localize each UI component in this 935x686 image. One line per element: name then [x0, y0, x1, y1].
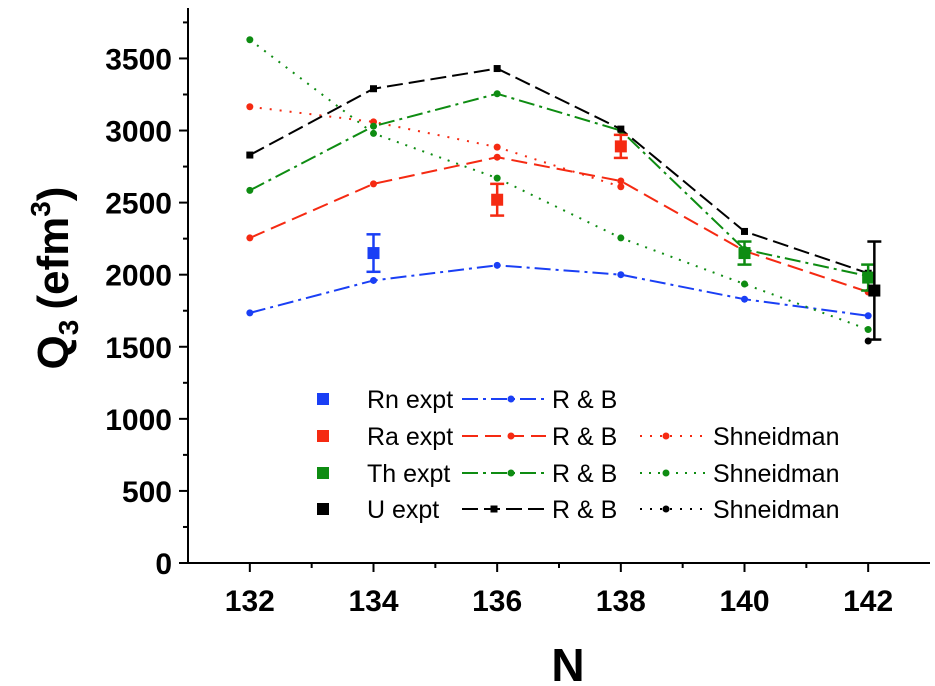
series-line	[249, 67, 869, 275]
y-tick-label: 0	[155, 548, 172, 581]
expt-point	[868, 284, 881, 297]
legend-rb-marker	[507, 432, 515, 440]
legend-rb-label: R & B	[552, 423, 617, 451]
expt-point	[491, 193, 504, 206]
legend-sh-marker	[662, 469, 670, 477]
x-tick-label: 136	[472, 585, 522, 618]
legend-rb-marker	[507, 395, 515, 403]
legend-expt-marker	[317, 393, 329, 405]
data-point	[246, 309, 254, 317]
legend-expt-label: Ra expt	[367, 423, 453, 451]
data-point	[741, 280, 748, 288]
x-tick-label: 134	[348, 585, 398, 618]
legend-sh-marker	[662, 432, 670, 440]
legend: Rn expt R & B Ra expt R & B Shneidman Th expt…	[317, 386, 839, 524]
y-tick-label: 3500	[105, 43, 172, 76]
legend-expt-label: U expt	[367, 496, 439, 524]
legend-sh-label: Shneidman	[713, 496, 839, 524]
expt-point	[367, 247, 380, 260]
svg-text:Q3(efm3): Q3(efm3)	[25, 187, 84, 370]
legend-expt-marker	[317, 503, 329, 515]
data-point	[370, 129, 377, 137]
data-point	[246, 36, 254, 44]
legend-rb-label: R & B	[552, 460, 617, 488]
legend-expt-label: Th expt	[367, 460, 450, 488]
legend-rb-label: R & B	[552, 496, 617, 524]
y-axis-label-unit-close: )	[29, 187, 78, 202]
data-point	[246, 151, 254, 159]
data-point	[741, 227, 748, 235]
data-point	[493, 65, 501, 73]
data-point	[617, 271, 625, 279]
data-point	[246, 234, 254, 242]
x-tick-label: 142	[843, 585, 893, 618]
data-point	[246, 186, 254, 194]
legend-sh-label: Shneidman	[713, 423, 839, 451]
data-point	[617, 125, 625, 133]
y-tick-label: 1500	[105, 332, 172, 365]
legend-rb-marker	[490, 505, 498, 513]
data-point	[617, 177, 625, 185]
data-point	[493, 174, 501, 182]
series-line	[249, 105, 622, 188]
x-tick-label: 138	[596, 585, 646, 618]
y-tick-label: 500	[122, 476, 172, 509]
x-tick-label: 140	[719, 585, 769, 618]
expt-point	[862, 271, 875, 284]
data-point	[617, 183, 625, 191]
legend-sh-marker	[662, 505, 670, 513]
data-point	[246, 103, 254, 111]
legend-expt-label: Rn expt	[367, 386, 453, 414]
data-point	[864, 325, 872, 333]
legend-expt-marker	[317, 430, 329, 442]
data-point	[493, 143, 501, 151]
data-point	[864, 312, 872, 320]
data-point	[493, 261, 501, 269]
legend-sh-label: Shneidman	[713, 460, 839, 488]
expt-point	[738, 247, 751, 260]
legend-expt-marker	[317, 467, 329, 479]
plot-area	[246, 36, 882, 345]
axes: 0 500 1000 1500 2000 2500 3000 3500 132 134 136 138…	[105, 8, 930, 618]
data-point	[370, 180, 377, 188]
data-point	[617, 234, 625, 242]
data-point	[741, 295, 748, 303]
data-point	[370, 276, 377, 284]
series-line	[249, 38, 869, 331]
series-line	[249, 156, 869, 293]
expt-point	[614, 140, 627, 153]
y-tick-label: 2500	[105, 188, 172, 221]
data-point	[493, 90, 501, 98]
data-point	[493, 153, 501, 161]
y-axis-label-unit-open: (efm	[29, 217, 78, 310]
y-axis-label-main: Q	[29, 335, 78, 369]
data-point	[370, 85, 377, 93]
y-tick-label: 3000	[105, 116, 172, 149]
x-tick-label: 132	[225, 585, 275, 618]
data-point	[370, 122, 377, 130]
y-axis-label: Q3(efm3)	[25, 187, 84, 370]
legend-rb-marker	[507, 469, 515, 477]
y-axis-label-sub: 3	[53, 320, 84, 336]
y-tick-label: 2000	[105, 260, 172, 293]
y-tick-label: 1000	[105, 404, 172, 437]
y-axis-label-unit-sup: 3	[25, 201, 56, 217]
x-axis-label: N	[551, 639, 584, 686]
series-line	[249, 92, 869, 278]
series-line	[249, 264, 869, 317]
legend-rb-label: R & B	[552, 386, 617, 414]
